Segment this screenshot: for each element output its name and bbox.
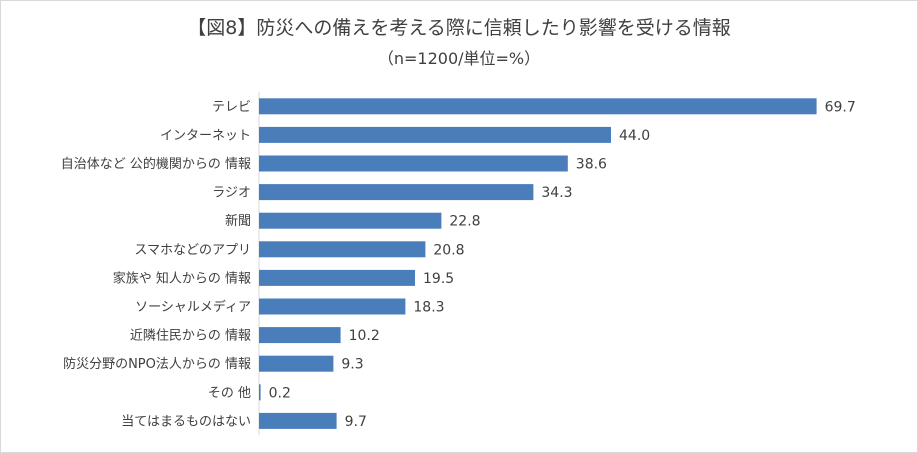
category-label: 近隣住民からの 情報 xyxy=(130,328,251,344)
bar xyxy=(259,98,817,115)
chart-title: 【図8】防災への備えを考える際に信頼したり影響を受ける情報 xyxy=(187,17,731,39)
data-label: 10.2 xyxy=(349,328,380,344)
data-label: 38.6 xyxy=(576,157,607,173)
category-label: 防災分野のNPO法人からの 情報 xyxy=(63,356,251,372)
category-label: 家族や 知人からの 情報 xyxy=(113,270,251,286)
data-label: 20.8 xyxy=(433,242,464,258)
bar xyxy=(259,212,442,229)
data-label: 9.7 xyxy=(345,414,367,430)
category-label: テレビ xyxy=(212,100,251,115)
data-label: 0.2 xyxy=(269,385,291,401)
bar xyxy=(259,126,611,143)
category-label: 新聞 xyxy=(225,213,251,229)
data-label: 18.3 xyxy=(413,300,444,316)
category-label: ラジオ xyxy=(212,186,251,201)
data-label: 44.0 xyxy=(619,128,650,144)
data-label: 34.3 xyxy=(541,185,572,201)
bar xyxy=(259,269,415,286)
category-label: ソーシャルメディア xyxy=(135,299,251,315)
bar xyxy=(259,412,337,429)
bar xyxy=(259,298,406,315)
category-label: その 他 xyxy=(208,386,251,401)
bar xyxy=(259,155,568,172)
chart-subtitle: （n=1200/単位=%） xyxy=(377,49,541,68)
category-label: スマホなどのアプリ xyxy=(134,243,251,258)
category-label: 自治体など 公的機関からの 情報 xyxy=(61,156,251,172)
bar xyxy=(259,327,341,344)
data-label: 22.8 xyxy=(449,214,480,230)
data-label: 19.5 xyxy=(423,271,454,287)
bar xyxy=(259,241,426,258)
data-label: 69.7 xyxy=(825,99,856,115)
category-label: インターネット xyxy=(160,128,251,143)
data-label: 9.3 xyxy=(341,357,363,373)
category-label: 当てはまるものはない xyxy=(121,414,251,429)
bar xyxy=(259,355,334,372)
bar xyxy=(259,184,534,201)
bar xyxy=(259,384,261,401)
